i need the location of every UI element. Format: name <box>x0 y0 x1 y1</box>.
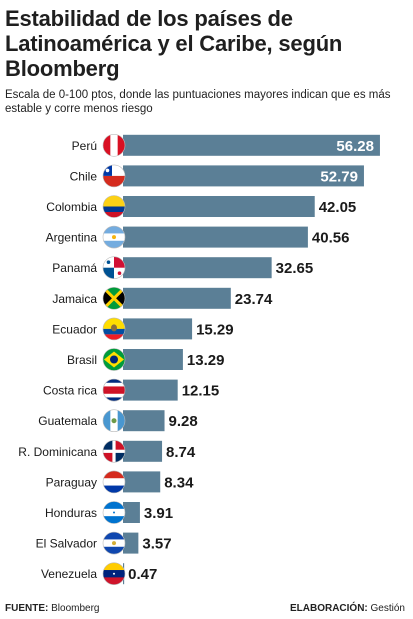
value-label: 32.65 <box>276 260 314 277</box>
paraguay-flag-icon <box>102 470 126 494</box>
venezuela-flag-icon <box>102 562 126 586</box>
bar <box>123 410 165 432</box>
category-label: Guatemala <box>38 414 97 428</box>
bar <box>123 196 315 217</box>
jamaica-flag-icon <box>102 287 126 310</box>
x-tick-label: 20 <box>203 599 215 600</box>
category-label: Chile <box>70 169 98 183</box>
source-value: Bloomberg <box>51 603 100 614</box>
argentina-flag-icon <box>102 225 126 249</box>
bar <box>123 165 364 187</box>
bar <box>123 471 161 493</box>
bar <box>123 287 231 309</box>
category-label: Perú <box>72 139 97 153</box>
value-label: 0.47 <box>128 566 157 583</box>
bar <box>123 440 163 462</box>
chile-flag-icon <box>102 164 126 188</box>
x-tick-label: 60 <box>386 599 398 600</box>
category-label: Brasil <box>67 353 97 367</box>
x-tick-label: 40 <box>295 599 307 600</box>
value-label: 9.28 <box>169 413 198 430</box>
chart-title: Estabilidad de los países de Latinoaméri… <box>5 6 343 81</box>
costa-rica-flag-icon <box>102 378 126 402</box>
bar <box>123 532 139 554</box>
category-label: Paraguay <box>46 475 97 489</box>
credit-value: Gestión <box>370 603 405 614</box>
dominican-republic-flag-icon <box>102 439 126 463</box>
x-tick-label: 10 <box>157 599 169 600</box>
category-label: Colombia <box>46 200 97 214</box>
x-tick-label: 50 <box>341 599 353 600</box>
colombia-flag-icon <box>102 195 126 218</box>
bar <box>123 226 308 248</box>
value-label: 23.74 <box>235 291 273 308</box>
bar <box>123 349 183 370</box>
category-label: Panamá <box>52 261 97 275</box>
bar <box>123 134 380 156</box>
category-label: Ecuador <box>52 322 97 336</box>
credit-label: ELABORACIÓN: <box>289 603 368 614</box>
value-label: 12.15 <box>182 383 220 400</box>
source-label: FUENTE: <box>5 603 49 614</box>
bars-group: Perú 56.28 Chile 52.79 Colombia 42.05 Argentin… <box>18 133 398 600</box>
x-tick-label: 30 <box>249 599 261 600</box>
bar-chart: Perú 56.28 Chile 52.79 Colombia 42.05 Argentin… <box>18 133 398 600</box>
guatemala-flag-icon <box>102 409 126 433</box>
bar <box>123 318 193 340</box>
value-label: 42.05 <box>319 199 357 216</box>
value-label: 8.74 <box>166 444 196 461</box>
bar <box>123 379 178 401</box>
category-label: Venezuela <box>41 567 97 581</box>
value-label: 13.29 <box>187 352 225 369</box>
category-label: Costa rica <box>43 384 97 398</box>
value-label: 40.56 <box>312 230 350 247</box>
value-label: 8.34 <box>164 474 194 491</box>
ecuador-flag-icon <box>102 317 126 341</box>
category-label: Honduras <box>45 506 97 520</box>
brazil-flag-icon <box>102 348 126 371</box>
category-label: Argentina <box>46 231 98 245</box>
value-label: 52.79 <box>320 168 358 185</box>
value-label: 3.57 <box>142 536 171 553</box>
credit-note: ELABORACIÓN: Gestión <box>290 603 405 614</box>
value-label: 3.91 <box>144 505 173 522</box>
chart-subtitle: Escala de 0-100 ptos, donde las puntuaci… <box>5 89 391 115</box>
panama-flag-icon <box>102 256 126 279</box>
category-label: Jamaica <box>52 292 97 306</box>
category-label: R. Dominicana <box>18 445 97 459</box>
value-label: 56.28 <box>336 138 374 155</box>
value-label: 15.29 <box>196 321 234 338</box>
source-note: FUENTE: Bloomberg <box>5 603 99 614</box>
x-tick-label: 0 <box>114 599 120 600</box>
peru-flag-icon <box>102 133 126 157</box>
honduras-flag-icon <box>102 501 126 524</box>
bar <box>123 502 140 523</box>
bar <box>123 257 272 279</box>
category-label: El Salvador <box>36 537 97 551</box>
el-salvador-flag-icon <box>102 531 126 555</box>
